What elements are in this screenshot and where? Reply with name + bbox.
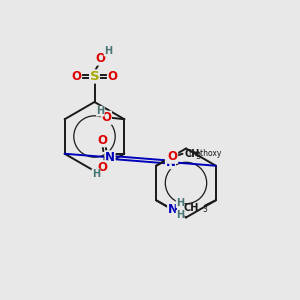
- Text: H: H: [176, 198, 184, 208]
- Text: O: O: [168, 150, 178, 163]
- Text: O: O: [98, 134, 107, 147]
- Text: H: H: [92, 169, 100, 179]
- Text: H: H: [176, 210, 184, 220]
- Text: CH: CH: [184, 149, 200, 159]
- Text: H: H: [96, 106, 104, 116]
- Text: N: N: [168, 203, 178, 216]
- Text: O: O: [95, 52, 106, 65]
- Text: O: O: [101, 111, 111, 124]
- Text: S: S: [90, 70, 99, 83]
- Text: O: O: [71, 70, 82, 83]
- Text: O: O: [107, 70, 118, 83]
- Text: N: N: [166, 156, 176, 169]
- Text: methoxy: methoxy: [188, 149, 222, 158]
- Text: 3: 3: [195, 152, 200, 160]
- Text: N: N: [105, 151, 115, 164]
- Text: H: H: [104, 46, 112, 56]
- Text: O: O: [98, 161, 107, 174]
- Text: CH: CH: [183, 203, 199, 213]
- Text: 3: 3: [203, 205, 208, 214]
